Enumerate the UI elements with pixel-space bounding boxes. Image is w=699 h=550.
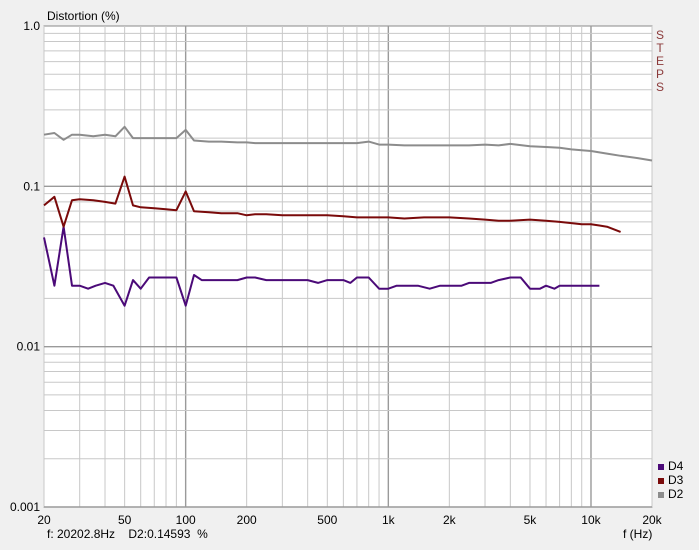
x-tick-label: 1k [382, 513, 396, 527]
legend-label-d3: D3 [668, 473, 684, 487]
y-tick-label: 0.01 [17, 340, 41, 354]
legend-swatch-d4 [658, 464, 664, 470]
chart-title: Distortion (%) [47, 9, 120, 23]
grid-lines [43, 26, 653, 508]
x-tick-label: 50 [118, 513, 132, 527]
steps-letter: S [656, 28, 664, 42]
y-tick-label: 1.0 [23, 19, 40, 33]
x-axis-label: f (Hz) [623, 527, 652, 541]
y-tick-label: 0.1 [23, 179, 40, 193]
steps-letter: S [656, 80, 664, 94]
x-tick-label: 200 [237, 513, 257, 527]
readout-value: D2:0.14593 [128, 527, 191, 541]
x-tick-label: 20 [37, 513, 51, 527]
cursor-readout: f: 20202.8Hz D2:0.14593 % [47, 527, 208, 541]
series-line-d2 [43, 125, 653, 162]
x-tick-label: 20k [642, 513, 662, 527]
series-line-d3 [43, 175, 621, 233]
steps-letter: E [656, 54, 664, 68]
legend-swatch-d3 [658, 478, 664, 484]
readout-unit: % [197, 527, 208, 541]
legend-label-d2: D2 [668, 487, 684, 501]
series-line-d4 [43, 225, 600, 307]
x-tick-label: 2k [443, 513, 457, 527]
x-tick-label: 500 [317, 513, 337, 527]
y-tick-label: 0.001 [10, 500, 40, 514]
x-tick-label: 5k [524, 513, 538, 527]
y-tick-labels: 1.0 0.1 0.01 0.001 [10, 19, 40, 514]
steps-letter: P [656, 67, 664, 81]
legend-swatch-d2 [658, 492, 664, 498]
series-layer [43, 125, 653, 307]
readout-frequency: f: 20202.8Hz [47, 527, 116, 541]
steps-letter: T [656, 41, 664, 55]
x-tick-label: 10k [581, 513, 601, 527]
plot-area[interactable] [43, 25, 653, 508]
legend-label-d4: D4 [668, 459, 684, 473]
x-tick-label: 100 [176, 513, 196, 527]
x-tick-labels: 20 50 100 200 500 1k 2k 5k 10k 20k [37, 513, 662, 527]
